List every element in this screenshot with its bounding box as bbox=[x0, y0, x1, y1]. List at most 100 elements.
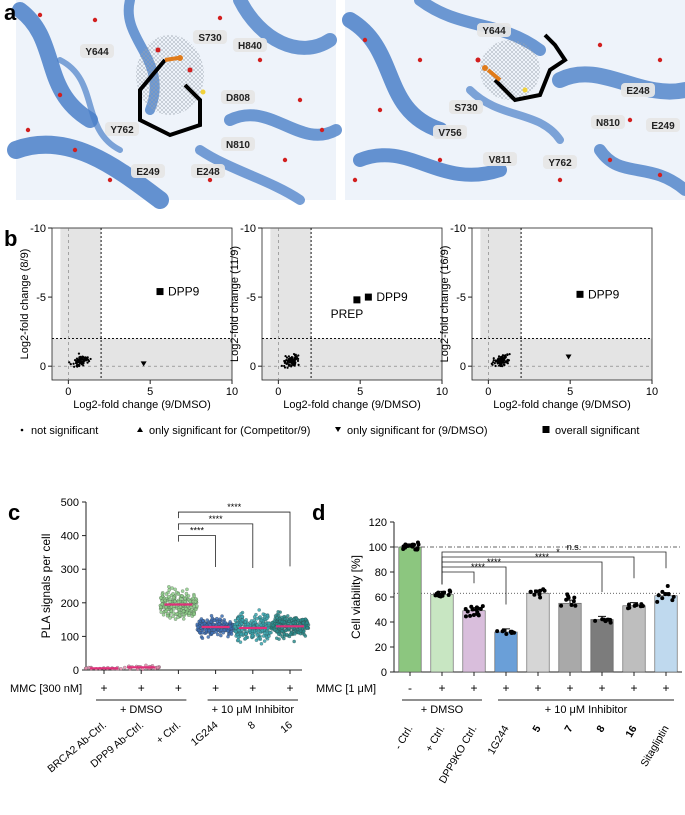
significance-bracket-2 bbox=[441, 561, 603, 592]
treatment-mark-5: + bbox=[566, 681, 573, 695]
data-point bbox=[167, 585, 171, 589]
scatter-point-not-significant bbox=[493, 362, 496, 365]
y-tick-label: -10 bbox=[450, 223, 466, 235]
scatter-point-not-significant bbox=[501, 355, 504, 358]
scatter-point-not-significant bbox=[287, 355, 290, 358]
data-point bbox=[279, 620, 284, 624]
data-point bbox=[405, 544, 410, 549]
category-label-8: Sitagliptin bbox=[638, 723, 671, 769]
water-molecules bbox=[25, 12, 663, 183]
data-point bbox=[275, 636, 279, 640]
panel-a: Y644 S730 H840 D808 N810 Y762 E249 E248 Y644 E248… bbox=[4, 0, 685, 209]
data-point bbox=[223, 620, 227, 625]
data-point bbox=[209, 613, 214, 618]
data-point bbox=[235, 622, 239, 626]
data-point bbox=[468, 613, 473, 618]
significance-label-2: **** bbox=[227, 502, 242, 512]
data-point bbox=[229, 632, 234, 636]
treatment-mark-1: + bbox=[138, 681, 145, 695]
data-point bbox=[538, 588, 543, 593]
data-point bbox=[181, 617, 186, 621]
x-axis-label: Log2-fold change (9/DMSO) bbox=[283, 399, 421, 411]
legend-marker-triangle-up bbox=[137, 427, 143, 432]
data-point bbox=[179, 597, 183, 601]
scatter-point-not-significant bbox=[494, 364, 497, 368]
data-point bbox=[204, 628, 208, 633]
data-point bbox=[184, 591, 189, 596]
data-point bbox=[258, 615, 262, 619]
data-point bbox=[246, 622, 250, 626]
data-point bbox=[541, 587, 546, 592]
residue-label-bg bbox=[131, 164, 165, 178]
scatter-point-not-significant bbox=[79, 358, 82, 362]
residue-label-bg bbox=[80, 44, 114, 58]
data-point bbox=[670, 598, 675, 603]
data-point bbox=[171, 611, 176, 615]
residue-label-left-5: Y762 bbox=[110, 125, 134, 136]
scatter-point-not-significant bbox=[503, 363, 506, 367]
y-tick-label: 100 bbox=[61, 631, 79, 643]
data-point bbox=[196, 625, 200, 630]
structure-right-ribbons bbox=[342, 0, 685, 196]
scatter-point-not-significant bbox=[491, 361, 495, 364]
data-point bbox=[173, 587, 177, 592]
treatment-mark-7: + bbox=[630, 681, 637, 695]
ligand-right bbox=[475, 33, 568, 103]
data-point bbox=[201, 619, 205, 623]
y-tick-label: -5 bbox=[456, 292, 466, 304]
scatter-point-not-significant bbox=[290, 365, 293, 368]
data-point bbox=[276, 610, 280, 614]
residue-label-right-6: V811 bbox=[489, 155, 512, 166]
data-point bbox=[164, 592, 169, 596]
scatter-point-not-significant bbox=[284, 354, 287, 358]
scatter-point-not-significant bbox=[84, 358, 87, 361]
data-point bbox=[240, 622, 244, 626]
scatter-point-not-significant bbox=[503, 355, 507, 359]
scatter-point-not-significant bbox=[296, 357, 299, 360]
y-tick-label: 0 bbox=[40, 361, 46, 373]
residue-label-left-2: H840 bbox=[238, 41, 262, 52]
x-tick-label: 5 bbox=[567, 386, 573, 398]
data-point bbox=[260, 628, 265, 633]
legend-label-3: overall significant bbox=[555, 425, 639, 437]
y-axis-label: Log2-fold change (8/9) bbox=[19, 249, 31, 360]
data-point bbox=[476, 613, 481, 618]
bar-4 bbox=[526, 592, 550, 673]
data-point bbox=[173, 617, 178, 621]
data-point bbox=[240, 618, 245, 622]
data-point bbox=[259, 642, 264, 646]
data-point bbox=[285, 632, 289, 637]
data-point bbox=[415, 546, 420, 551]
data-point bbox=[239, 612, 243, 616]
data-point bbox=[180, 594, 184, 598]
data-point bbox=[239, 632, 243, 637]
data-point bbox=[183, 596, 187, 601]
data-point bbox=[159, 610, 163, 614]
scatter-point-not-significant bbox=[506, 358, 509, 361]
data-point bbox=[480, 604, 485, 609]
scatter-point-not-significant bbox=[73, 365, 76, 368]
bar-0 bbox=[398, 546, 422, 673]
data-point bbox=[296, 630, 301, 635]
data-point bbox=[202, 621, 207, 626]
data-point bbox=[84, 666, 89, 670]
data-point bbox=[160, 602, 164, 606]
y-tick-label: 0 bbox=[250, 361, 256, 373]
data-point bbox=[236, 616, 240, 621]
significance-bracket-0 bbox=[178, 535, 216, 567]
y-tick-label: 20 bbox=[375, 642, 387, 654]
data-point bbox=[671, 594, 676, 599]
x-tick-label: 5 bbox=[357, 386, 363, 398]
data-point bbox=[666, 592, 671, 597]
residue-label-bg bbox=[477, 23, 511, 37]
scatter-point-not-significant bbox=[496, 362, 499, 365]
category-label-3: 1G244 bbox=[189, 719, 221, 749]
bar-3 bbox=[494, 631, 518, 673]
scatter-point-not-significant bbox=[76, 360, 79, 364]
scatter-point-not-significant bbox=[502, 359, 505, 362]
data-point bbox=[303, 617, 308, 621]
data-point bbox=[215, 616, 219, 621]
data-point bbox=[257, 608, 261, 612]
category-label-2: + Ctrl. bbox=[154, 719, 183, 746]
